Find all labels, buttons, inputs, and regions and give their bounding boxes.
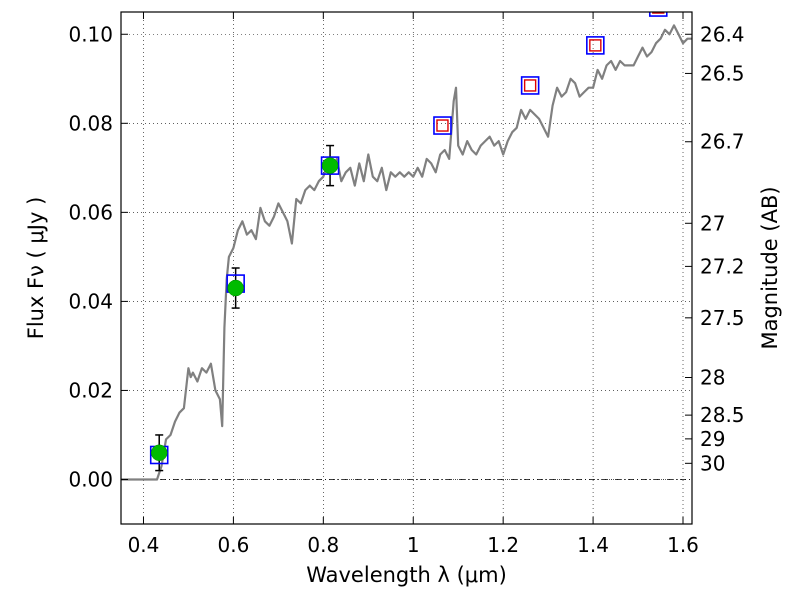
grid [121,12,692,524]
x-tick-label: 1.6 [667,533,699,557]
predicted-photometry-inner-square [436,119,449,132]
x-tick-label: 1 [407,533,420,557]
magnitude-tick-label: 26.5 [700,61,745,85]
magnitude-tick-label: 27 [700,211,725,235]
x-axis-title: Wavelength λ (μm) [306,563,507,587]
plot-frame [120,11,693,525]
predicted-photometry-inner-square [652,12,665,14]
magnitude-tick-label: 30 [700,451,725,475]
predicted-photometry-square [433,116,452,135]
observed-flux-point [321,157,339,174]
y-tick-label: 0.04 [68,289,113,313]
magnitude-tick-label: 28.5 [700,403,745,427]
magnitude-tick-label: 26.7 [700,130,745,154]
x-axis: 0.4 0.6 0.8 1 1.2 1.4 1.6 [128,12,699,557]
x-tick-label: 1.4 [577,533,609,557]
observed-flux-point [227,279,244,297]
x-tick-label: 1.2 [487,533,519,557]
y-tick-label: 0.08 [68,111,113,135]
y-axis-right-title: Magnitude (AB) [758,186,782,349]
magnitude-tick-label: 26.4 [700,22,745,46]
predicted-photometry-square [520,76,540,95]
spectrum-line [121,24,692,481]
predicted-photometry-square [648,12,668,17]
model-photometry-square [320,156,340,175]
magnitude-tick-label: 29 [700,427,725,451]
x-tick-label: 0.4 [128,533,160,557]
predicted-photometry-inner-square [523,79,537,92]
y-tick-label: 0.10 [68,22,113,46]
plot-area [121,12,692,481]
x-tick-label: 0.6 [217,533,249,557]
predicted-photometry-inner-square [589,39,602,52]
y-axis-left: 0.00 0.02 0.04 0.06 0.08 0.10 [68,22,128,491]
predicted-photometry-square [586,36,605,55]
x-tick-label: 0.8 [307,533,339,557]
y-tick-label: 0.02 [68,378,113,402]
magnitude-tick-label: 27.5 [700,306,745,330]
y-tick-label: 0.00 [68,467,113,491]
y-tick-label: 0.06 [68,200,113,224]
y-axis-title: Flux Fν ( μJy ) [24,197,48,340]
magnitude-tick-label: 27.2 [700,254,745,278]
magnitude-tick-label: 28 [700,365,725,389]
observed-flux-point [150,444,168,462]
